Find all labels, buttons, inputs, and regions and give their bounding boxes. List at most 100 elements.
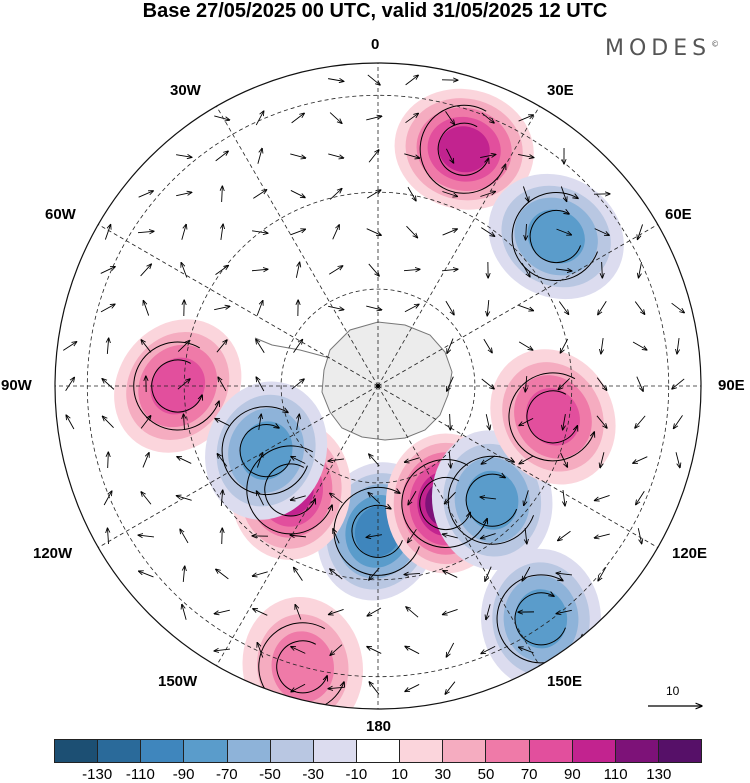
wind-arrow	[294, 567, 303, 581]
meridian-line	[98, 385, 379, 548]
colorbar-tick-label: -90	[172, 766, 195, 783]
wind-arrow	[444, 491, 456, 503]
wind-arrow	[450, 413, 451, 430]
streamline	[239, 425, 292, 478]
wind-arrow	[252, 571, 268, 576]
colorbar-cell	[98, 740, 142, 762]
wind-arrow	[216, 569, 229, 580]
wind-arrow	[214, 649, 230, 651]
wind-arrow	[596, 377, 607, 391]
wind-arrow	[403, 269, 420, 270]
colorbar-tick-label: 130	[646, 766, 672, 783]
wind-arrow	[369, 454, 380, 467]
wind-arrow	[405, 646, 420, 655]
wind-arrow	[297, 414, 300, 430]
wind-arrow	[256, 377, 265, 392]
wind-arrow	[524, 490, 529, 505]
wind-arrow	[328, 305, 344, 309]
streamline	[447, 455, 535, 545]
modes-logo: MODES©	[605, 36, 719, 61]
wind-arrow	[259, 414, 261, 430]
wind-arrow	[215, 151, 229, 162]
wind-arrow	[290, 495, 306, 500]
wind-arrow	[291, 113, 305, 124]
streamline	[526, 390, 577, 444]
wind-arrow	[487, 299, 489, 316]
wind-arrow	[103, 491, 112, 506]
wind-arrow	[256, 301, 263, 316]
lon-label-120e: 120E	[672, 545, 708, 562]
wind-arrow	[442, 229, 458, 236]
wind-arrow	[601, 338, 603, 354]
wind-arrow	[638, 262, 642, 278]
wind-arrow	[672, 378, 685, 389]
colorbar-tick-label: -30	[302, 766, 325, 783]
meridian-line	[98, 224, 379, 387]
wind-arrow	[256, 491, 264, 506]
wind-arrow	[177, 340, 190, 352]
streamline	[465, 474, 518, 527]
wind-arrow	[65, 377, 75, 391]
wind-arrow	[480, 192, 495, 197]
wind-arrow	[481, 227, 494, 237]
wind-arrow	[295, 262, 299, 278]
streamline	[514, 593, 566, 646]
wind-arrow	[217, 454, 228, 467]
wind-arrow	[176, 192, 192, 197]
wind-arrow	[367, 647, 382, 654]
wind-arrow	[328, 687, 345, 688]
wind-arrow	[222, 186, 223, 203]
map-title: Base 27/05/2025 00 UTC, valid 31/05/2025…	[142, 0, 608, 22]
wind-arrow	[366, 228, 382, 236]
streamline	[419, 104, 505, 194]
wind-arrow	[404, 304, 419, 313]
wind-arrow	[481, 455, 496, 464]
wind-arrow	[480, 533, 496, 539]
wind-arrow	[518, 154, 534, 157]
wind-arrow	[328, 153, 343, 158]
meridian-line	[216, 106, 379, 387]
wind-arrow	[255, 111, 264, 126]
wind-arrow	[368, 263, 379, 276]
wind-arrow	[447, 376, 454, 392]
wind-arrow	[290, 229, 306, 236]
wind-arrow	[525, 375, 527, 392]
wind-arrow	[518, 341, 533, 350]
wind-arrow	[183, 414, 184, 431]
streamline	[511, 192, 598, 281]
wind-arrow	[366, 535, 382, 538]
wind-arrow	[333, 529, 340, 544]
wind-arrow	[480, 497, 496, 499]
meridian-line	[377, 385, 540, 666]
wind-arrow	[177, 457, 192, 464]
streamline	[437, 122, 488, 176]
lon-label-60e: 60E	[665, 206, 692, 223]
wind-arrow	[366, 116, 382, 121]
colorbar-cell	[615, 740, 659, 762]
colorbar-tick-label: 30	[434, 766, 452, 783]
colorbar-tick-label: -70	[215, 766, 238, 783]
wind-arrow	[293, 339, 303, 353]
colorbar-cell	[400, 740, 444, 762]
wind-arrow	[634, 301, 645, 315]
wind-arrow	[449, 451, 450, 468]
colorbar-cell	[313, 740, 357, 762]
wind-arrow	[176, 155, 192, 158]
streamline	[246, 445, 332, 535]
wind-arrow	[594, 495, 610, 500]
wind-arrow	[107, 338, 108, 355]
wind-arrow	[442, 191, 457, 197]
wind-arrow	[256, 339, 265, 354]
wind-arrow	[445, 681, 456, 695]
wind-arrow	[445, 300, 454, 315]
lon-label-30w: 30W	[170, 82, 201, 99]
wind-arrow	[291, 379, 304, 390]
colorbar-cell	[486, 740, 530, 762]
meridian-line	[377, 385, 658, 548]
wind-arrow	[368, 150, 379, 163]
wind-arrow	[291, 457, 306, 464]
streamline	[221, 406, 308, 496]
wind-arrow	[215, 265, 229, 276]
wind-arrow	[257, 642, 264, 658]
anomaly-shading	[114, 88, 624, 709]
